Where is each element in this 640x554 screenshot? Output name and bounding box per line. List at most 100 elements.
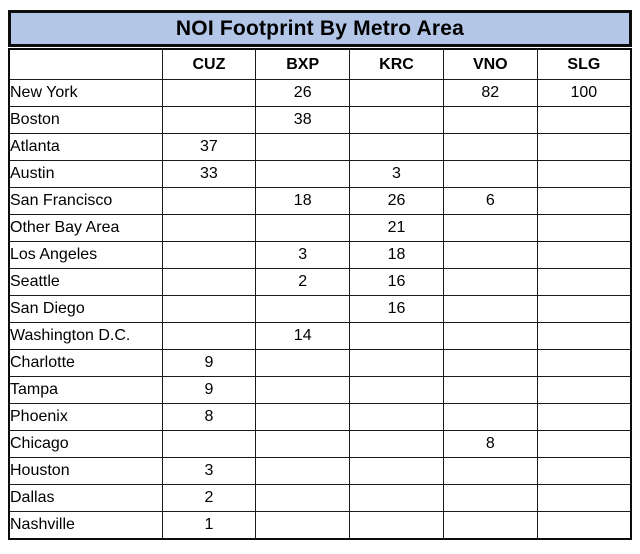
value-cell	[255, 430, 351, 458]
value-cell	[536, 349, 632, 377]
table-row: Dallas 2	[8, 484, 632, 512]
value-cell: 38	[255, 106, 351, 134]
table-row: Austin 33 3	[8, 160, 632, 188]
metro-cell: Other Bay Area	[8, 214, 163, 242]
value-cell	[349, 430, 444, 458]
column-header: VNO	[442, 48, 538, 80]
value-cell: 33	[161, 160, 257, 188]
metro-cell: Seattle	[8, 268, 163, 296]
value-cell	[349, 106, 444, 134]
table-row: Washington D.C. 14	[8, 322, 632, 350]
value-cell	[255, 160, 351, 188]
table-body: New York 26 82 100 Boston 38 Atlanta 37 Austin 33…	[8, 79, 632, 540]
value-cell	[255, 376, 351, 404]
value-cell	[442, 322, 538, 350]
value-cell: 26	[349, 187, 444, 215]
value-cell	[536, 187, 632, 215]
value-cell	[349, 322, 444, 350]
value-cell	[536, 106, 632, 134]
metro-cell: Tampa	[8, 376, 163, 404]
value-cell	[536, 403, 632, 431]
metro-cell: Atlanta	[8, 133, 163, 161]
value-cell	[255, 133, 351, 161]
metro-cell: Dallas	[8, 484, 163, 512]
value-cell	[161, 79, 257, 107]
metro-cell: Washington D.C.	[8, 322, 163, 350]
value-cell	[442, 133, 538, 161]
value-cell: 16	[349, 268, 444, 296]
value-cell	[349, 376, 444, 404]
value-cell: 82	[442, 79, 538, 107]
value-cell	[161, 295, 257, 323]
value-cell	[161, 106, 257, 134]
value-cell	[349, 484, 444, 512]
metro-cell: Los Angeles	[8, 241, 163, 269]
value-cell	[536, 484, 632, 512]
value-cell: 18	[255, 187, 351, 215]
value-cell	[536, 322, 632, 350]
value-cell	[442, 268, 538, 296]
metro-cell: Phoenix	[8, 403, 163, 431]
value-cell: 9	[161, 376, 257, 404]
value-cell	[442, 376, 538, 404]
value-cell	[255, 295, 351, 323]
value-cell: 9	[161, 349, 257, 377]
value-cell	[349, 133, 444, 161]
table-row: Other Bay Area 21	[8, 214, 632, 242]
table-row: Phoenix 8	[8, 403, 632, 431]
value-cell	[536, 214, 632, 242]
value-cell	[349, 511, 444, 540]
value-cell: 14	[255, 322, 351, 350]
table-row: Tampa 9	[8, 376, 632, 404]
value-cell: 37	[161, 133, 257, 161]
table-header-row: CUZ BXP KRC VNO SLG	[8, 48, 632, 80]
value-cell	[349, 349, 444, 377]
value-cell	[161, 322, 257, 350]
value-cell	[536, 295, 632, 323]
column-header: KRC	[349, 48, 444, 80]
table-header-row: CUZ BXP KRC VNO SLG	[8, 48, 632, 80]
value-cell: 1	[161, 511, 257, 540]
metro-cell: Charlotte	[8, 349, 163, 377]
metro-cell: New York	[8, 79, 163, 107]
value-cell	[255, 349, 351, 377]
value-cell	[442, 349, 538, 377]
value-cell	[442, 457, 538, 485]
value-cell	[536, 133, 632, 161]
table-row: Boston 38	[8, 106, 632, 134]
table-row: Charlotte 9	[8, 349, 632, 377]
table-row: Los Angeles 3 18	[8, 241, 632, 269]
value-cell	[349, 403, 444, 431]
value-cell	[442, 484, 538, 512]
value-cell	[349, 457, 444, 485]
table-row: San Francisco 18 26 6	[8, 187, 632, 215]
value-cell	[536, 160, 632, 188]
value-cell: 18	[349, 241, 444, 269]
value-cell: 26	[255, 79, 351, 107]
metro-cell: Austin	[8, 160, 163, 188]
value-cell: 2	[255, 268, 351, 296]
value-cell: 6	[442, 187, 538, 215]
value-cell: 3	[255, 241, 351, 269]
metro-cell: Boston	[8, 106, 163, 134]
value-cell	[536, 376, 632, 404]
value-cell	[161, 430, 257, 458]
value-cell	[349, 79, 444, 107]
value-cell	[536, 241, 632, 269]
metro-cell: Nashville	[8, 511, 163, 540]
metro-cell: San Diego	[8, 295, 163, 323]
value-cell	[161, 187, 257, 215]
value-cell	[536, 430, 632, 458]
table-row: New York 26 82 100	[8, 79, 632, 107]
value-cell	[536, 268, 632, 296]
value-cell	[255, 457, 351, 485]
corner-header-cell	[8, 48, 163, 80]
table-row: Atlanta 37	[8, 133, 632, 161]
value-cell	[442, 403, 538, 431]
column-header: BXP	[255, 48, 351, 80]
table-row: Seattle 2 16	[8, 268, 632, 296]
table-title: NOI Footprint By Metro Area	[8, 10, 632, 47]
value-cell	[536, 511, 632, 540]
value-cell	[255, 484, 351, 512]
